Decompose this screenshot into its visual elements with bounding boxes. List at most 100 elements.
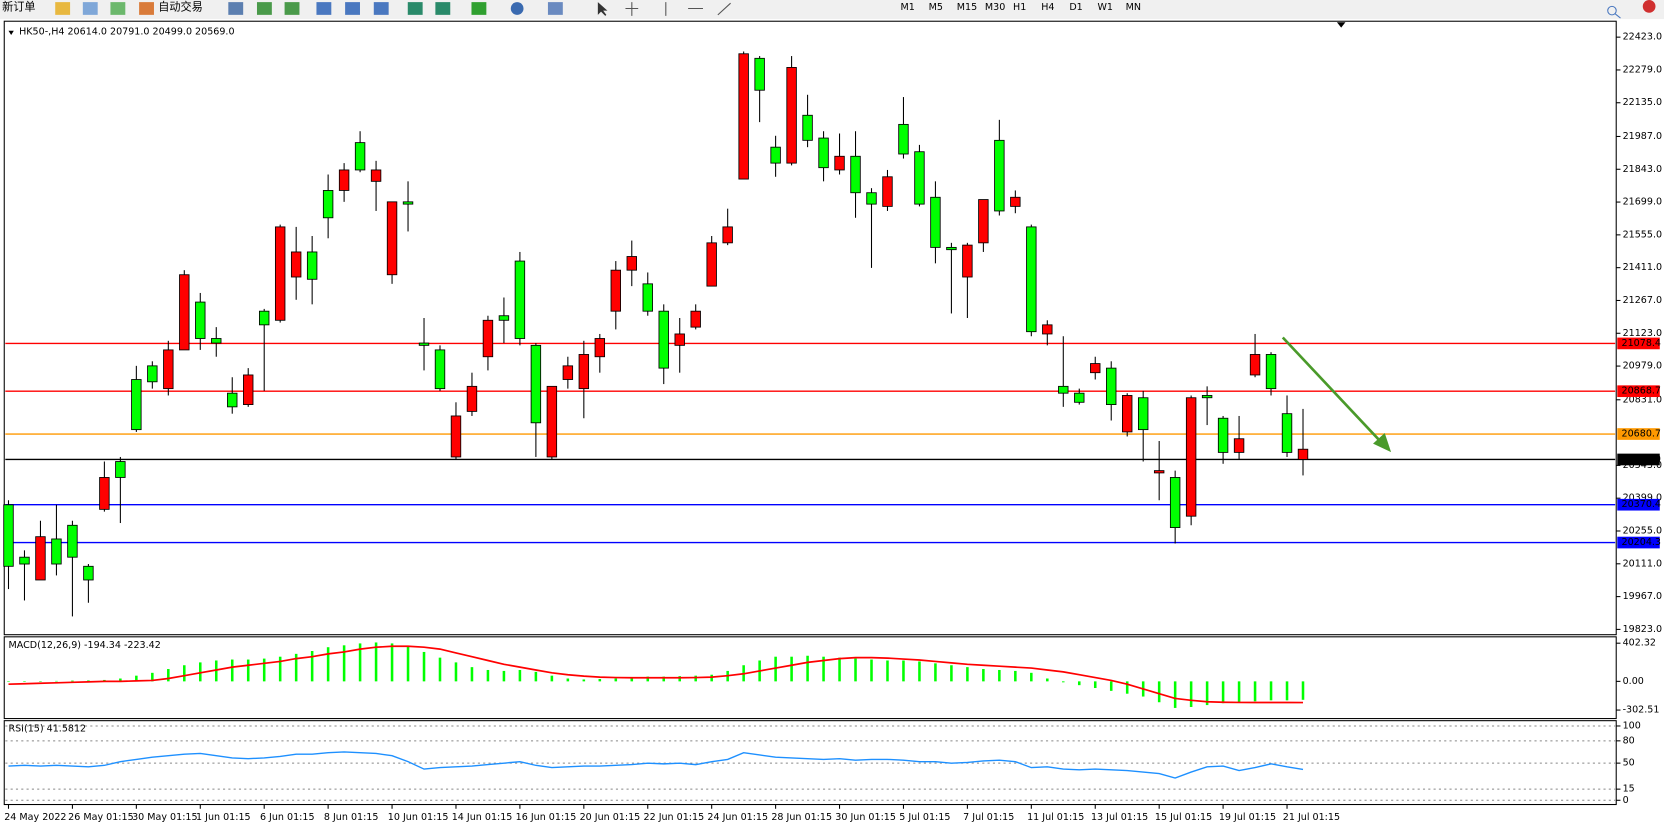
macd-bar [326, 647, 330, 682]
period-button[interactable]: M5 [929, 2, 943, 13]
y-tick-label: 21267.0 [1623, 295, 1662, 306]
x-tick-label: 11 Jul 01:15 [1027, 812, 1084, 823]
x-tick-label: 24 May 2022 [4, 812, 66, 823]
candle-body [1265, 354, 1277, 390]
icon[interactable] [284, 2, 300, 15]
candle-body [434, 349, 446, 390]
macd-bar [1125, 681, 1129, 694]
candle-body [1217, 417, 1229, 453]
macd-bar [1077, 681, 1081, 686]
icon[interactable] [597, 2, 608, 16]
toolbar: 新订单 自动交易 [0, 0, 1664, 20]
icon[interactable] [139, 2, 154, 15]
x-tick-label: 14 Jun 01:15 [452, 812, 513, 823]
y-tick-label: 20111.0 [1623, 558, 1662, 569]
macd-bar [1301, 681, 1305, 700]
candle-body [1122, 395, 1133, 433]
search-icon[interactable] [1607, 5, 1621, 19]
candle-body [1249, 354, 1261, 376]
macd-bar [886, 660, 889, 682]
macd-bar [230, 659, 234, 682]
icon[interactable] [510, 2, 524, 15]
candle-body [530, 344, 542, 424]
candle-body [498, 315, 510, 321]
period-button[interactable]: H1 [1013, 2, 1026, 13]
candle-body [386, 201, 398, 276]
icon[interactable] [625, 2, 639, 16]
auto-trading-button[interactable]: 自动交易 [158, 0, 203, 13]
y-tick-label: 21699.0 [1623, 197, 1662, 208]
macd-frame [3, 636, 1617, 720]
symbol-marker [8, 30, 14, 36]
main-frame [3, 20, 1617, 636]
icon[interactable] [82, 2, 98, 15]
period-button[interactable]: M30 [985, 2, 1005, 13]
x-tick-label: 20 Jun 01:15 [580, 812, 641, 823]
price-label-bg [1617, 498, 1660, 511]
macd-bar [838, 657, 841, 682]
shift-marker [1336, 22, 1346, 28]
toolbar-bg [0, 0, 1664, 20]
macd-bar [278, 656, 282, 682]
x-tick-label: 26 May 01:15 [68, 812, 133, 823]
candle-body [3, 504, 14, 567]
icon[interactable] [471, 2, 487, 15]
macd-bar [199, 662, 202, 682]
candle-body [83, 565, 94, 581]
x-tick-label: 7 Jul 01:15 [963, 812, 1014, 823]
macd-bar [854, 658, 857, 682]
macd-bar [710, 674, 713, 682]
y-tick-label: 20543.0 [1623, 460, 1662, 471]
macd-bar [87, 680, 90, 682]
plot-layer: 22423.0 22279.0 22135.0 21987.0 21843.0 21699… [3, 32, 1662, 823]
macd-bar [1062, 681, 1065, 683]
candle-body [306, 251, 318, 280]
period-button[interactable]: M15 [957, 2, 977, 13]
rsi-title: RSI(15) 41.5812 [8, 724, 86, 735]
icon[interactable] [228, 2, 244, 15]
price-label: 20370.4 [1622, 499, 1661, 510]
icon[interactable] [110, 2, 126, 15]
candle-body [1042, 324, 1053, 335]
candle-body [1074, 392, 1085, 403]
candle-body [1281, 413, 1293, 453]
icon[interactable] [316, 2, 332, 15]
macd-bar [1189, 681, 1193, 707]
icon[interactable] [547, 2, 563, 15]
icon[interactable] [373, 2, 389, 15]
macd-bar [646, 676, 650, 682]
candle-body [914, 151, 925, 205]
period-button[interactable]: M1 [900, 2, 914, 13]
macd-bar [598, 678, 602, 682]
candle-body [99, 477, 110, 510]
candle-body [402, 201, 414, 205]
y-tick-label: 20831.0 [1623, 394, 1662, 405]
period-button[interactable]: MN [1126, 2, 1141, 13]
icon[interactable] [407, 2, 423, 15]
macd-bar [614, 678, 618, 682]
macd-bar [1237, 681, 1241, 703]
macd-bar [390, 643, 394, 682]
icon[interactable] [55, 2, 71, 15]
candle-body [163, 349, 174, 390]
macd-bar [662, 676, 666, 682]
icon[interactable] [665, 2, 731, 16]
notification-icon[interactable] [1642, 0, 1656, 13]
candle-body [882, 176, 893, 207]
icon[interactable] [256, 2, 272, 15]
macd-bar [262, 658, 266, 682]
icon[interactable] [435, 2, 451, 15]
candle-body [674, 333, 685, 346]
icon[interactable] [345, 2, 360, 15]
period-button[interactable]: H4 [1041, 2, 1054, 13]
period-button[interactable]: D1 [1069, 2, 1082, 13]
candle-body [1185, 397, 1197, 517]
x-tick-label: 10 Jun 01:15 [388, 812, 449, 823]
period-button[interactable]: W1 [1097, 2, 1113, 13]
y-tick-label: 100 [1623, 720, 1641, 731]
macd-bar [950, 665, 953, 682]
new-order-button[interactable]: 新订单 [2, 0, 35, 13]
candle-body [978, 199, 989, 244]
